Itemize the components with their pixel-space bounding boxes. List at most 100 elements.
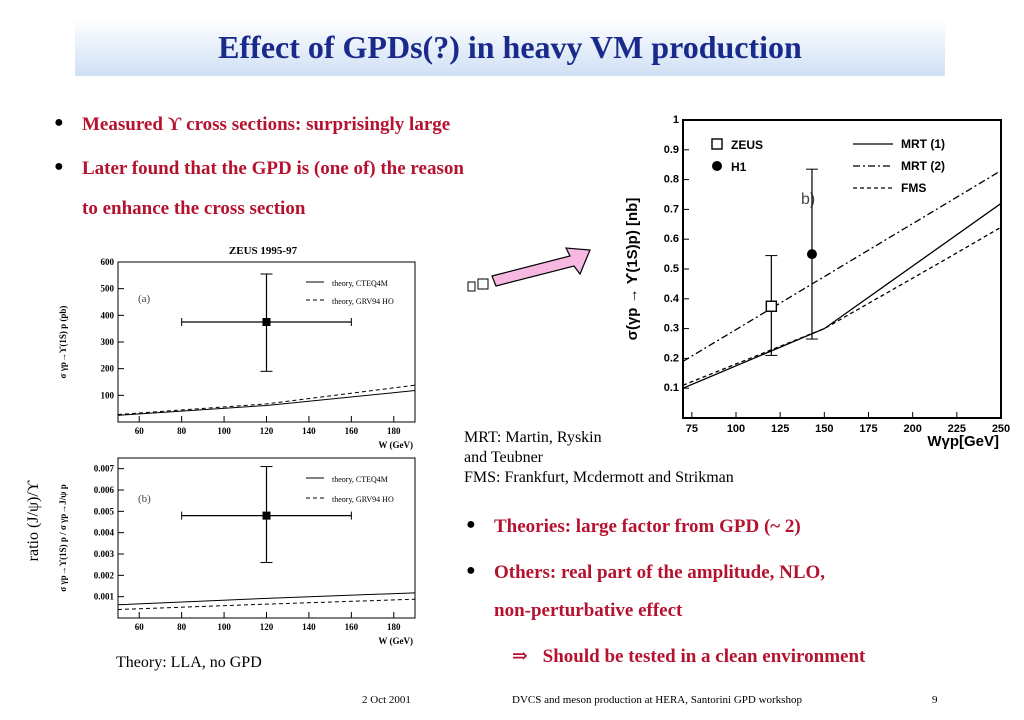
bullet-text: to enhance the cross section xyxy=(82,198,306,219)
x-tick-label: 200 xyxy=(903,423,921,435)
footer-page: 9 xyxy=(932,694,938,706)
x-axis-label: Wγp[GeV] xyxy=(927,433,999,450)
y-tick-label: 500 xyxy=(101,284,115,294)
data-point xyxy=(262,318,271,326)
series-line xyxy=(682,202,1002,389)
y-tick-label: 0.6 xyxy=(664,233,679,245)
legend-label: FMS xyxy=(901,181,926,195)
x-tick-label: 180 xyxy=(387,426,401,436)
y-tick-label: 0.007 xyxy=(94,464,115,474)
legend-label: theory, GRV94 HO xyxy=(332,297,394,306)
mrt-caption-cont: and Teubner xyxy=(464,449,543,466)
data-point xyxy=(765,300,778,312)
x-tick-label: 60 xyxy=(135,426,145,436)
x-tick-label: 100 xyxy=(727,423,745,435)
legend-label: theory, GRV94 HO xyxy=(332,495,394,504)
x-tick-label: 160 xyxy=(345,622,359,632)
x-tick-label: 75 xyxy=(686,423,698,435)
y-tick-label: 0.004 xyxy=(94,528,115,538)
chart-title: ZEUS 1995-97 xyxy=(229,245,298,257)
bullet-text: Later found that the GPD is (one of) the… xyxy=(82,158,464,179)
bullet-text: Measured ϒ cross sections: surprisingly … xyxy=(82,114,451,135)
bullet-bottom-2-cont: non-perturbative effect xyxy=(494,600,682,622)
legend-marker xyxy=(712,161,722,171)
zeus-chart-figure: ZEUS 1995-97 60 80 100 120 140 160 180 100 200 30… xyxy=(58,245,416,646)
y-tick-label: 0.9 xyxy=(664,144,679,156)
theory-legend-text: MRT: Martin, Ryskin and Teubner FMS: Fra… xyxy=(464,428,734,488)
x-tick-label: 175 xyxy=(859,423,877,435)
series-line xyxy=(682,170,1002,362)
bullet-bottom-2: ● Others: real part of the amplitude, NL… xyxy=(466,562,826,584)
x-tick-label: 125 xyxy=(771,423,789,435)
x-tick-label: 100 xyxy=(217,426,231,436)
implies-icon: ⇒ xyxy=(512,646,528,667)
y-tick-label: 1 xyxy=(673,114,679,126)
legend-label: theory, CTEQ4M xyxy=(332,475,388,484)
fms-caption: FMS: Frankfurt, Mcdermott and Strikman xyxy=(464,469,734,486)
bullet-dot-icon: ● xyxy=(54,114,64,131)
y-tick-label: 200 xyxy=(101,364,115,374)
x-tick-label: 140 xyxy=(302,622,316,632)
legend-label: MRT (2) xyxy=(901,159,945,173)
slide-title: Effect of GPDs(?) in heavy VM production xyxy=(218,29,802,65)
y-tick-label: 0.4 xyxy=(664,293,680,305)
chart-panel-h1: 75 100 125 150 175 200 225 250 0.1 0.2 0.3 0.4 0.5 0.… xyxy=(624,114,1010,450)
y-axis-label: σ γp→ϒ(1S) p / σ γp→J/ψ p xyxy=(58,484,68,591)
mrt-caption: MRT: Martin, Ryskin xyxy=(464,429,602,446)
x-tick-label: 100 xyxy=(217,622,231,632)
x-tick-label: 160 xyxy=(345,426,359,436)
y-tick-label: 0.3 xyxy=(664,323,679,335)
y-tick-label: 0.005 xyxy=(94,506,115,516)
y-tick-label: 400 xyxy=(101,310,115,320)
footer-event: DVCS and meson production at HERA, Santo… xyxy=(512,694,802,706)
title-bar: Effect of GPDs(?) in heavy VM production xyxy=(75,18,945,76)
y-axis-label: σ(γp → ϒ(1S)p) [nb] xyxy=(624,198,641,341)
bullet-text: Others: real part of the amplitude, NLO, xyxy=(494,562,826,583)
legend-label: ZEUS xyxy=(731,138,763,152)
x-tick-label: 120 xyxy=(260,426,274,436)
bullet-dot-icon: ● xyxy=(466,562,476,579)
bullet-text: non-perturbative effect xyxy=(494,600,683,621)
y-tick-label: 0.006 xyxy=(94,485,115,495)
y-tick-label: 0.7 xyxy=(664,203,679,215)
pointer-arrow xyxy=(467,247,591,292)
y-tick-label: 0.002 xyxy=(94,570,115,580)
data-point xyxy=(262,511,271,520)
y-tick-label: 100 xyxy=(101,390,115,400)
legend-marker xyxy=(711,138,723,150)
chart-panel-b: 60 80 100 120 140 160 180 0.001 0.002 0.003 0.004 0… xyxy=(58,457,416,646)
series-line xyxy=(682,226,1002,386)
ratio-label-wrap: ratio (J/ψ)/ϒ xyxy=(24,462,44,582)
bullet-dot-icon: ● xyxy=(54,158,64,175)
x-tick-label: 180 xyxy=(387,622,401,632)
legend-label: theory, CTEQ4M xyxy=(332,279,388,288)
series-line xyxy=(117,598,416,610)
legend-label: H1 xyxy=(731,160,747,174)
bullet-top-2: ● Later found that the GPD is (one of) t… xyxy=(54,158,464,180)
panel-label: (b) xyxy=(138,493,151,505)
y-tick-label: 0.8 xyxy=(664,174,679,186)
series-line xyxy=(117,592,416,606)
x-axis-label: W (GeV) xyxy=(378,440,413,450)
chart-panel-a: 60 80 100 120 140 160 180 100 200 300 400 500 600 W (… xyxy=(58,257,416,450)
x-tick-label: 225 xyxy=(948,423,966,435)
y-tick-label: 0.1 xyxy=(664,382,679,394)
theory-caption: Theory: LLA, no GPD xyxy=(116,654,262,671)
y-tick-label: 0.5 xyxy=(664,263,679,275)
bullet-text: Theories: large factor from GPD (~ 2) xyxy=(494,516,801,537)
x-tick-label: 150 xyxy=(815,423,833,435)
y-tick-label: 300 xyxy=(101,337,115,347)
x-tick-label: 250 xyxy=(992,423,1010,435)
panel-label: b) xyxy=(801,191,815,208)
bullet-top-2-cont: to enhance the cross section xyxy=(82,198,305,220)
y-tick-label: 0.003 xyxy=(94,549,115,559)
data-point xyxy=(806,249,817,260)
x-tick-label: 140 xyxy=(302,426,316,436)
y-tick-label: 600 xyxy=(101,257,115,267)
bullet-bottom-1: ● Theories: large factor from GPD (~ 2) xyxy=(466,516,801,538)
series-line xyxy=(117,390,416,416)
ratio-axis-label: ratio (J/ψ)/ϒ xyxy=(25,480,42,562)
y-axis-label: σ γp→ϒ(1S) p (pb) xyxy=(58,306,68,379)
panel-label: (a) xyxy=(138,293,151,305)
x-axis-label: W (GeV) xyxy=(378,636,413,646)
